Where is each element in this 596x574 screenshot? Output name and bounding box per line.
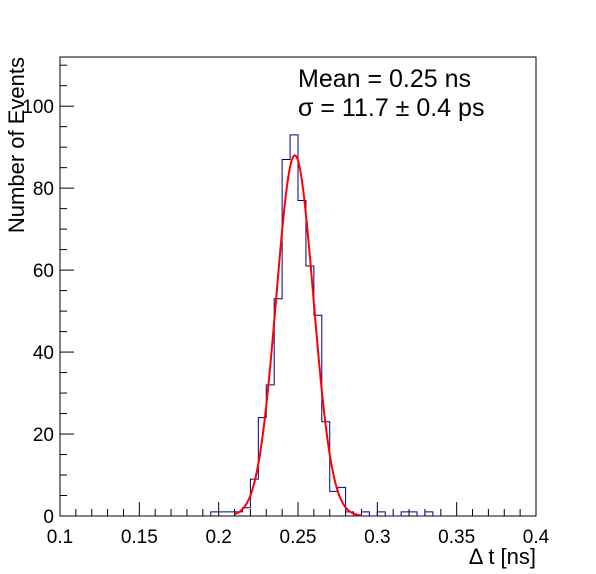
x-tick-label: 0.15 — [121, 527, 158, 548]
histogram-bin — [227, 512, 235, 516]
y-tick-label: 60 — [33, 261, 54, 282]
x-tick-label: 0.1 — [47, 527, 73, 548]
y-tick-label: 40 — [33, 343, 54, 364]
x-tick-label: 0.25 — [280, 527, 317, 548]
histogram-bin — [401, 512, 409, 516]
x-tick-label: 0.3 — [364, 527, 390, 548]
histogram-bin — [409, 512, 417, 516]
mean-annotation: Mean = 0.25 ns — [298, 65, 471, 93]
histogram-bin — [306, 266, 314, 516]
histogram-bin — [330, 491, 338, 516]
x-tick-label: 0.2 — [205, 527, 231, 548]
gaussian-fit-curve — [234, 154, 362, 517]
histogram-bin — [425, 512, 433, 516]
y-tick-label: 20 — [33, 425, 54, 446]
x-tick-label: 0.35 — [438, 527, 475, 548]
histogram-bin — [377, 512, 385, 516]
y-tick-label: 80 — [33, 179, 54, 200]
y-tick-label: 0 — [43, 507, 54, 528]
histogram-bin — [219, 512, 227, 516]
histogram-bin — [211, 512, 219, 516]
sigma-annotation: σ = 11.7 ± 0.4 ps — [298, 94, 484, 122]
histogram-bin — [266, 385, 274, 516]
histogram-bin — [274, 299, 282, 516]
y-tick-labels: 0 20 40 60 80 100 — [22, 97, 54, 528]
x-axis-title: Δ t [ns] — [469, 544, 536, 569]
histogram-bin — [361, 512, 369, 516]
axis-ticks — [59, 64, 537, 517]
histogram-outline — [210, 134, 441, 517]
plot-frame — [59, 56, 537, 517]
y-tick-label: 100 — [22, 97, 54, 118]
histogram-bin — [290, 135, 298, 516]
x-tick-label: 0.4 — [523, 527, 550, 548]
histogram-bin — [322, 422, 330, 516]
x-tick-labels: 0.1 0.15 0.2 0.25 0.3 0.35 0.4 — [47, 527, 550, 548]
y-axis-title: Number of Events — [4, 57, 29, 233]
histogram-bin — [298, 200, 306, 516]
